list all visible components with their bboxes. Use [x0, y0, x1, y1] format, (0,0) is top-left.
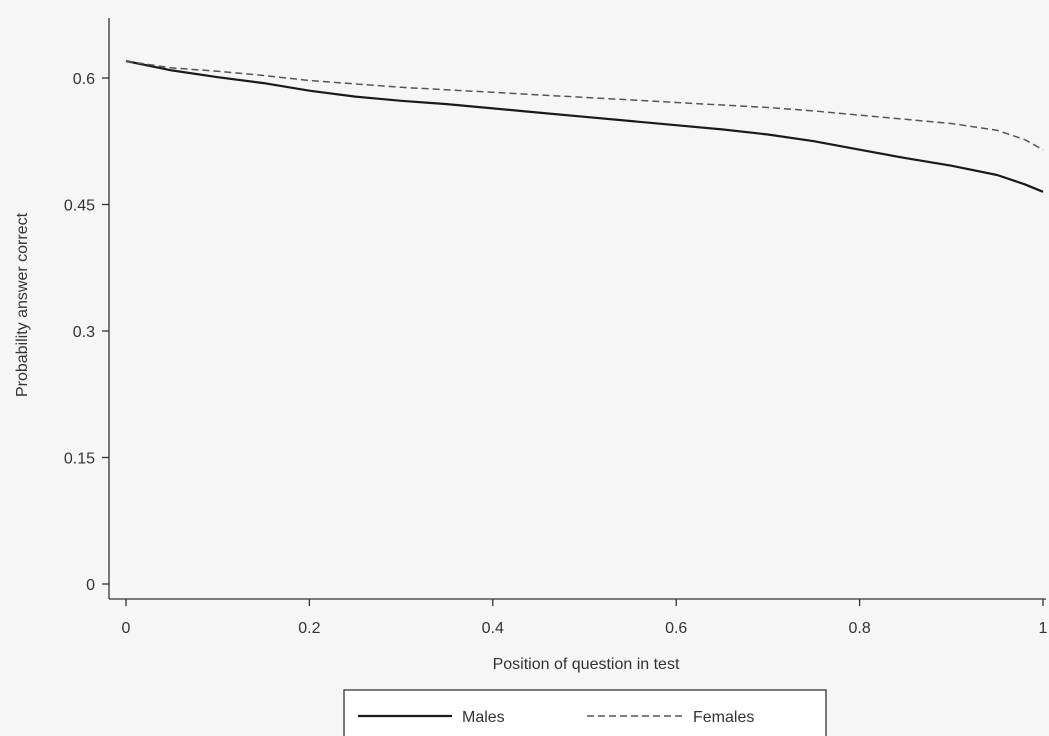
- x-tick-label: 1: [1039, 620, 1048, 637]
- x-axis-title: Position of question in test: [493, 656, 680, 673]
- series-line-females: [125, 60, 1044, 151]
- legend: Males Females: [343, 689, 827, 736]
- y-tick-label: 0.3: [73, 324, 95, 341]
- x-tick-label: 0.4: [482, 620, 504, 637]
- legend-label-males: Males: [462, 709, 505, 726]
- legend-box: [343, 689, 827, 736]
- x-tick-label: 0.2: [298, 620, 320, 637]
- series-group: [125, 60, 1044, 193]
- x-tick-label: 0: [122, 620, 131, 637]
- y-tick-label: 0: [86, 577, 95, 594]
- y-axis-title: Probability answer correct: [14, 212, 31, 397]
- legend-label-females: Females: [693, 709, 754, 726]
- series-line-males: [125, 60, 1044, 193]
- axes: 0 0.15 0.3 0.45 0.6 0 0.2 0.4 0.6 0.8 1: [64, 18, 1048, 637]
- y-tick-label: 0.45: [64, 198, 95, 215]
- x-tick-label: 0.8: [848, 620, 870, 637]
- y-tick-label: 0.15: [64, 451, 95, 468]
- y-tick-label: 0.6: [73, 71, 95, 88]
- x-tick-label: 0.6: [665, 620, 687, 637]
